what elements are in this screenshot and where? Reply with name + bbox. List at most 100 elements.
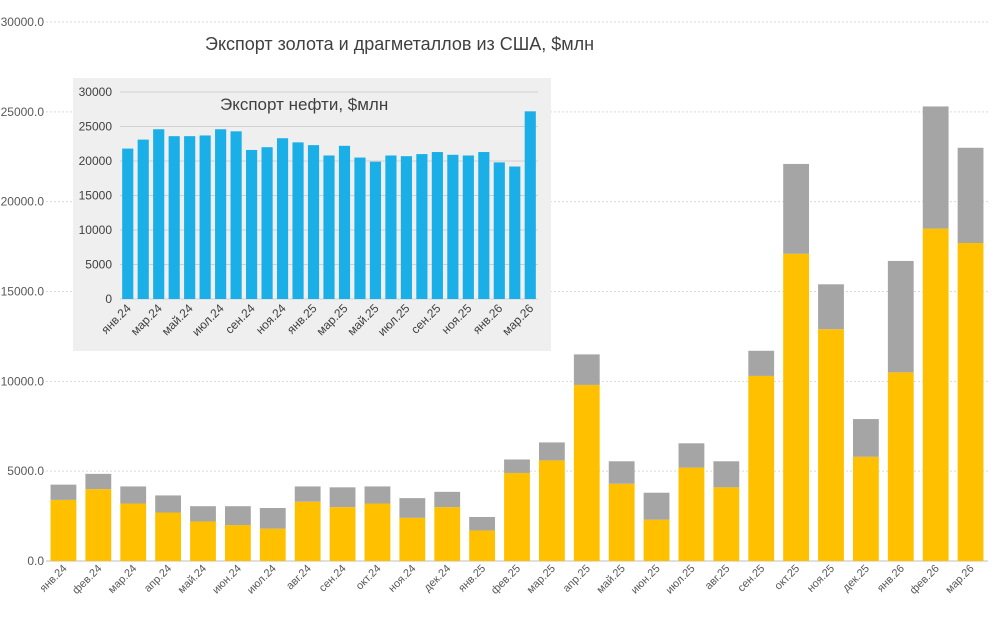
main-x-tick-label: мар.25 [525, 563, 558, 596]
main-y-tick-label: 5000.0 [7, 464, 44, 478]
main-bar-grey [399, 498, 426, 518]
main-bar-gold [294, 501, 321, 561]
main-x-tick-label: сен.24 [317, 563, 349, 595]
inset-bar [447, 154, 459, 299]
inset-y-tick-label: 20000 [79, 154, 113, 168]
main-x-tick-label: ноя.25 [805, 563, 837, 595]
main-bar-gold [50, 499, 77, 561]
inset-chart-title: Экспорт нефти, $млн [220, 95, 388, 114]
main-bars [50, 106, 984, 562]
inset-y-tick-label: 30000 [79, 85, 113, 99]
main-x-axis: янв.24 фев.24 мар.24 апр.24 май.24 июн.24 июл.… [38, 563, 977, 597]
main-bar-grey [434, 491, 461, 508]
main-chart-title: Экспорт золота и драгметаллов из США, $м… [205, 34, 594, 54]
main-bar-gold [608, 483, 635, 561]
main-bar-gold [364, 503, 391, 561]
main-bar-grey [678, 443, 705, 468]
main-bar-gold [678, 467, 705, 561]
inset-y-tick-label: 0 [105, 292, 112, 306]
inset-bar [323, 155, 335, 299]
main-x-tick-label: фев.26 [908, 563, 942, 597]
main-bar-grey [85, 473, 112, 490]
main-x-tick-label: сен.25 [736, 563, 768, 595]
main-x-tick-label: ноя.24 [386, 563, 418, 595]
inset-bar [276, 138, 289, 299]
inset-y-axis: 0 5000 10000 15000 20000 25000 30000 [79, 85, 113, 306]
main-bar-grey [259, 507, 286, 529]
main-bar-grey [329, 487, 356, 508]
main-bar-grey [783, 163, 810, 254]
main-bar-gold [643, 519, 670, 561]
main-bar-grey [887, 260, 914, 373]
main-bar-gold [748, 375, 775, 561]
main-bar-grey [852, 419, 879, 457]
main-x-tick-label: апр.25 [561, 563, 593, 595]
inset-bar [478, 152, 490, 299]
main-x-tick-label: июн.25 [629, 563, 663, 597]
main-bar-gold [573, 384, 600, 561]
main-x-tick-label: май.24 [176, 563, 209, 596]
main-x-tick-label: июл.24 [245, 563, 279, 597]
main-y-tick-label: 10000.0 [1, 374, 45, 388]
inset-y-tick-label: 5000 [85, 258, 112, 272]
main-x-tick-label: янв.25 [456, 563, 488, 595]
main-bar-gold [434, 507, 461, 561]
main-bar-gold [224, 525, 251, 561]
main-x-tick-label: окт.25 [772, 563, 802, 593]
inset-bar [215, 129, 227, 299]
main-bar-grey [538, 442, 565, 461]
main-bar-gold [190, 521, 216, 561]
inset-bar [509, 166, 521, 299]
inset-bar [261, 147, 273, 299]
inset-bar [416, 154, 428, 299]
inset-y-tick-label: 25000 [79, 120, 113, 134]
main-bar-gold [818, 329, 844, 561]
inset-y-tick-label: 15000 [79, 189, 113, 203]
main-bar-grey [50, 484, 77, 500]
main-bar-gold [957, 242, 984, 562]
main-y-tick-label: 15000.0 [1, 285, 45, 299]
main-bar-gold [922, 228, 949, 561]
main-bar-gold [538, 460, 565, 561]
main-bar-grey [748, 350, 775, 376]
inset-bar [168, 136, 180, 299]
main-x-tick-label: апр.24 [142, 563, 174, 595]
main-x-tick-label: май.25 [594, 563, 627, 596]
main-bar-gold [469, 530, 496, 561]
main-bar-grey [294, 486, 321, 502]
inset-bar [292, 142, 304, 299]
main-bar-gold [120, 503, 147, 561]
main-y-tick-label: 20000.0 [1, 195, 45, 209]
inset-bar [153, 129, 165, 299]
main-bar-grey [573, 354, 600, 385]
inset-bar [385, 155, 397, 299]
inset-bar [184, 136, 196, 299]
main-x-tick-label: дек.24 [422, 563, 454, 595]
main-bar-grey [643, 492, 670, 520]
main-x-tick-label: окт.24 [354, 563, 384, 593]
main-bar-gold [887, 372, 914, 561]
main-y-tick-label: 30000.0 [1, 15, 45, 29]
main-x-tick-label: июн.24 [210, 563, 244, 597]
main-x-tick-label: мар.26 [943, 563, 976, 596]
main-bar-gold [713, 487, 740, 561]
main-bar-gold [852, 456, 879, 561]
inset-bars [122, 111, 536, 299]
main-x-tick-label: мар.24 [106, 563, 139, 596]
inset-bar [307, 145, 320, 299]
main-y-axis: 0.0 5000.0 10000.0 15000.0 20000.0 25000.0 300… [1, 15, 45, 568]
main-x-tick-label: авг.25 [703, 563, 733, 593]
main-bar-gold [329, 507, 356, 561]
main-bar-gold [399, 517, 426, 561]
main-bar-gold [259, 528, 286, 561]
inset-bar [524, 111, 536, 299]
main-x-tick-label: июл.25 [664, 563, 698, 597]
inset-y-tick-label: 10000 [79, 223, 113, 237]
inset-bar [369, 161, 382, 299]
main-bar-grey [957, 147, 984, 243]
main-bar-grey [120, 486, 147, 504]
main-y-tick-label: 0.0 [27, 554, 44, 568]
main-y-tick-label: 25000.0 [1, 105, 45, 119]
main-bar-grey [364, 486, 391, 504]
main-bar-grey [155, 495, 182, 513]
